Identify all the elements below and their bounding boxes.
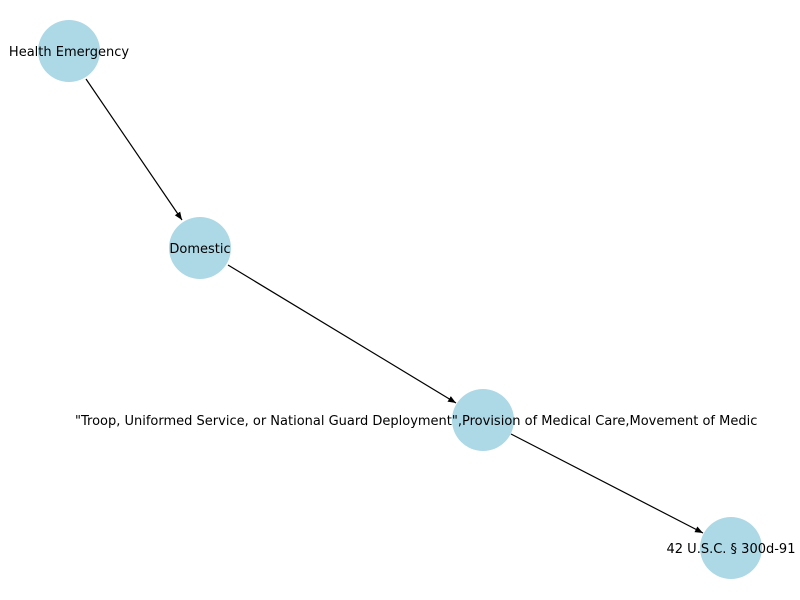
label-health-emergency: Health Emergency: [9, 45, 129, 60]
edge-deployment-to-usc: [511, 434, 703, 533]
label-domestic: Domestic: [169, 242, 230, 257]
edge-health-emergency-to-domestic: [86, 79, 182, 220]
edge-domestic-to-deployment: [228, 265, 456, 403]
label-deployment: "Troop, Uniformed Service, or National G…: [75, 414, 757, 429]
label-usc: 42 U.S.C. § 300d-91: [667, 542, 796, 557]
